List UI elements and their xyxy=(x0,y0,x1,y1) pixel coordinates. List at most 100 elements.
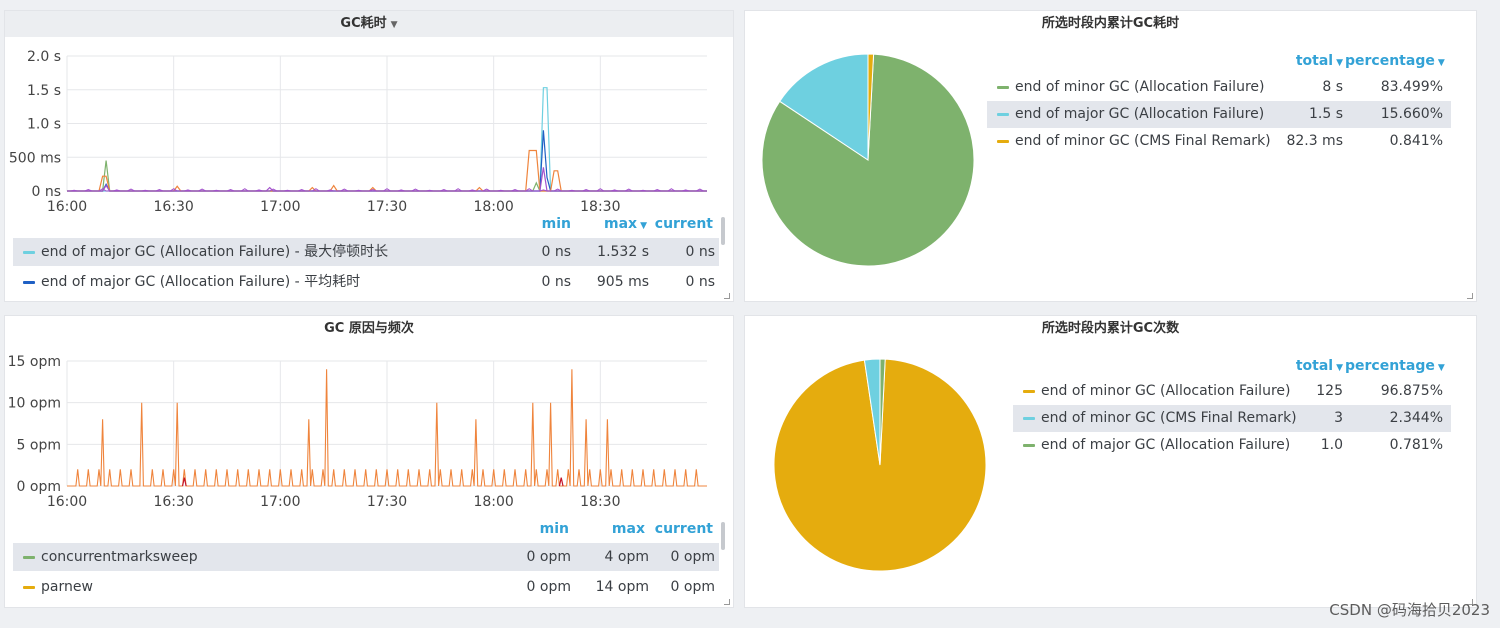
legend-row[interactable]: end of major GC (Allocation Failure) - 最… xyxy=(13,238,719,266)
legend-current-value: 0 opm xyxy=(670,549,715,565)
watermark: CSDN @码海拾贝2023 xyxy=(1329,601,1490,619)
gc-reason-chart[interactable]: 0 opm 5 opm 10 opm 15 opm 16:00 16:30 17:00 17:… xyxy=(5,346,733,546)
legend-percentage-value: 15.660% xyxy=(1380,106,1443,122)
legend-row[interactable]: end of minor GC (CMS Final Remark) 82.3 m… xyxy=(987,128,1451,155)
y-tick-label: 0 opm xyxy=(17,479,61,495)
legend-header-max[interactable]: max ▼ xyxy=(579,216,647,232)
legend-swatch xyxy=(1023,443,1035,447)
x-tick-label: 16:00 xyxy=(47,494,87,510)
sort-down-icon: ▼ xyxy=(640,221,647,231)
legend-row[interactable]: end of minor GC (Allocation Failure) 8 s 8… xyxy=(987,74,1451,101)
legend-row[interactable]: concurrentmarksweep 0 opm 4 opm 0 opm xyxy=(13,543,719,571)
legend-header-min[interactable]: min xyxy=(539,521,569,537)
caret-down-icon[interactable]: ▼ xyxy=(390,20,398,30)
gc-time-pie-panel: 所选时段内累计GC耗时 total ▼ percentage ▼ end of mi… xyxy=(744,10,1477,302)
legend-label[interactable]: end of minor GC (CMS Final Remark) xyxy=(1041,410,1297,426)
x-tick-label: 18:00 xyxy=(473,199,513,215)
resize-handle[interactable] xyxy=(1467,293,1473,299)
pie-slice xyxy=(773,358,987,572)
legend-percentage-value: 96.875% xyxy=(1380,383,1443,399)
panel-title[interactable]: 所选时段内累计GC耗时 xyxy=(1041,16,1180,31)
legend-row[interactable]: end of minor GC (Allocation Failure) 125 9… xyxy=(1013,378,1451,405)
legend-label[interactable]: end of minor GC (CMS Final Remark) xyxy=(1015,133,1271,149)
legend-min-value: 0 opm xyxy=(526,579,571,595)
legend-label[interactable]: concurrentmarksweep xyxy=(41,549,198,565)
legend-row[interactable]: end of major GC (Allocation Failure) - 平… xyxy=(13,268,719,296)
legend-header-max[interactable]: max xyxy=(611,521,645,537)
y-tick-label: 5 opm xyxy=(17,437,61,453)
legend-row[interactable]: end of major GC (Allocation Failure) 1.5 … xyxy=(987,101,1451,128)
legend-total-value: 3 xyxy=(1334,410,1343,426)
legend-max-value: 14 opm xyxy=(595,579,649,595)
sort-down-icon: ▼ xyxy=(1336,58,1343,68)
legend-max-value: 1.532 s xyxy=(597,244,649,260)
series-line xyxy=(558,477,564,487)
legend-swatch xyxy=(997,112,1009,116)
x-tick-label: 16:00 xyxy=(47,199,87,215)
panel-title[interactable]: GC 原因与频次 xyxy=(324,321,414,336)
series-line xyxy=(67,167,707,192)
legend-row[interactable]: parnew 0 opm 14 opm 0 opm xyxy=(13,573,719,601)
gc-time-panel: GC耗时 ▼ 0 ns 500 ms 1.0 s 1.5 s 2.0 s 16:00 16:3… xyxy=(4,10,734,302)
legend-scrollbar[interactable] xyxy=(721,522,725,550)
y-tick-label: 15 opm xyxy=(8,354,61,370)
legend-header-total[interactable]: total ▼ xyxy=(1265,53,1343,69)
legend-swatch xyxy=(23,585,35,589)
x-tick-label: 16:30 xyxy=(153,494,193,510)
legend-header-percentage-label: percentage xyxy=(1345,358,1435,374)
legend-max-value: 905 ms xyxy=(596,274,649,290)
series-line xyxy=(70,188,704,192)
legend-label[interactable]: end of minor GC (Allocation Failure) xyxy=(1015,79,1265,95)
legend-current-value: 0 ns xyxy=(685,244,715,260)
legend-total-value: 1.0 xyxy=(1320,437,1343,453)
legend-swatch xyxy=(1023,416,1035,420)
legend-total-value: 8 s xyxy=(1322,79,1343,95)
legend-header-total-label: total xyxy=(1295,53,1334,69)
y-tick-label: 1.0 s xyxy=(27,117,61,133)
y-tick-label: 0 ns xyxy=(31,184,61,200)
gc-time-panel-header[interactable]: GC耗时 ▼ xyxy=(5,11,733,37)
legend-row[interactable]: end of minor GC (CMS Final Remark) 3 2.344… xyxy=(1013,405,1451,432)
legend-label[interactable]: end of major GC (Allocation Failure) xyxy=(1015,106,1265,122)
gc-count-pie-chart[interactable] xyxy=(765,350,995,580)
sort-down-icon: ▼ xyxy=(1437,58,1445,68)
legend-scrollbar[interactable] xyxy=(721,217,725,245)
legend-label[interactable]: end of major GC (Allocation Failure) - 平… xyxy=(41,274,361,290)
legend-percentage-value: 83.499% xyxy=(1380,79,1443,95)
legend-label[interactable]: end of minor GC (Allocation Failure) xyxy=(1041,383,1291,399)
panel-title[interactable]: GC耗时 xyxy=(340,16,387,31)
y-tick-label: 500 ms xyxy=(9,150,61,166)
x-tick-label: 18:00 xyxy=(473,494,513,510)
resize-handle[interactable] xyxy=(1467,599,1473,605)
legend-percentage-value: 0.841% xyxy=(1389,133,1443,149)
legend-header-min[interactable]: min xyxy=(541,216,571,232)
legend-total-value: 125 xyxy=(1316,383,1343,399)
y-tick-label: 10 opm xyxy=(8,396,61,412)
legend-min-value: 0 opm xyxy=(526,549,571,565)
sort-down-icon: ▼ xyxy=(1437,363,1445,373)
legend-label[interactable]: end of major GC (Allocation Failure) xyxy=(1041,437,1291,453)
panel-title[interactable]: 所选时段内累计GC次数 xyxy=(1041,321,1180,336)
legend-label[interactable]: end of major GC (Allocation Failure) - 最… xyxy=(41,244,389,260)
legend-header-percentage[interactable]: percentage ▼ xyxy=(1345,53,1445,69)
gc-time-pie-chart[interactable] xyxy=(753,45,983,275)
resize-handle[interactable] xyxy=(724,599,730,605)
legend-header-total[interactable]: total ▼ xyxy=(1265,358,1343,374)
gc-time-chart[interactable]: 0 ns 500 ms 1.0 s 1.5 s 2.0 s 16:00 16:30 17:00… xyxy=(5,41,733,241)
sort-down-icon: ▼ xyxy=(1336,363,1343,373)
legend-row[interactable]: end of major GC (Allocation Failure) 1.0 0… xyxy=(1013,432,1451,459)
x-tick-label: 16:30 xyxy=(153,199,193,215)
pie-slice xyxy=(867,53,875,161)
resize-handle[interactable] xyxy=(724,293,730,299)
gc-reason-panel: GC 原因与频次 0 opm 5 opm 10 opm 15 opm 16:00 16:3… xyxy=(4,315,734,608)
legend-header-current[interactable]: current xyxy=(654,216,713,232)
x-tick-label: 17:30 xyxy=(367,494,407,510)
gc-time-pie-legend: end of minor GC (Allocation Failure) 8 s 8… xyxy=(987,74,1451,158)
x-tick-label: 18:30 xyxy=(580,494,620,510)
y-tick-label: 2.0 s xyxy=(27,49,61,65)
legend-header-max-label: max xyxy=(604,216,638,232)
legend-label[interactable]: parnew xyxy=(41,579,93,595)
legend-header-percentage[interactable]: percentage ▼ xyxy=(1345,358,1445,374)
legend-header-current[interactable]: current xyxy=(654,521,713,537)
legend-percentage-value: 0.781% xyxy=(1389,437,1443,453)
